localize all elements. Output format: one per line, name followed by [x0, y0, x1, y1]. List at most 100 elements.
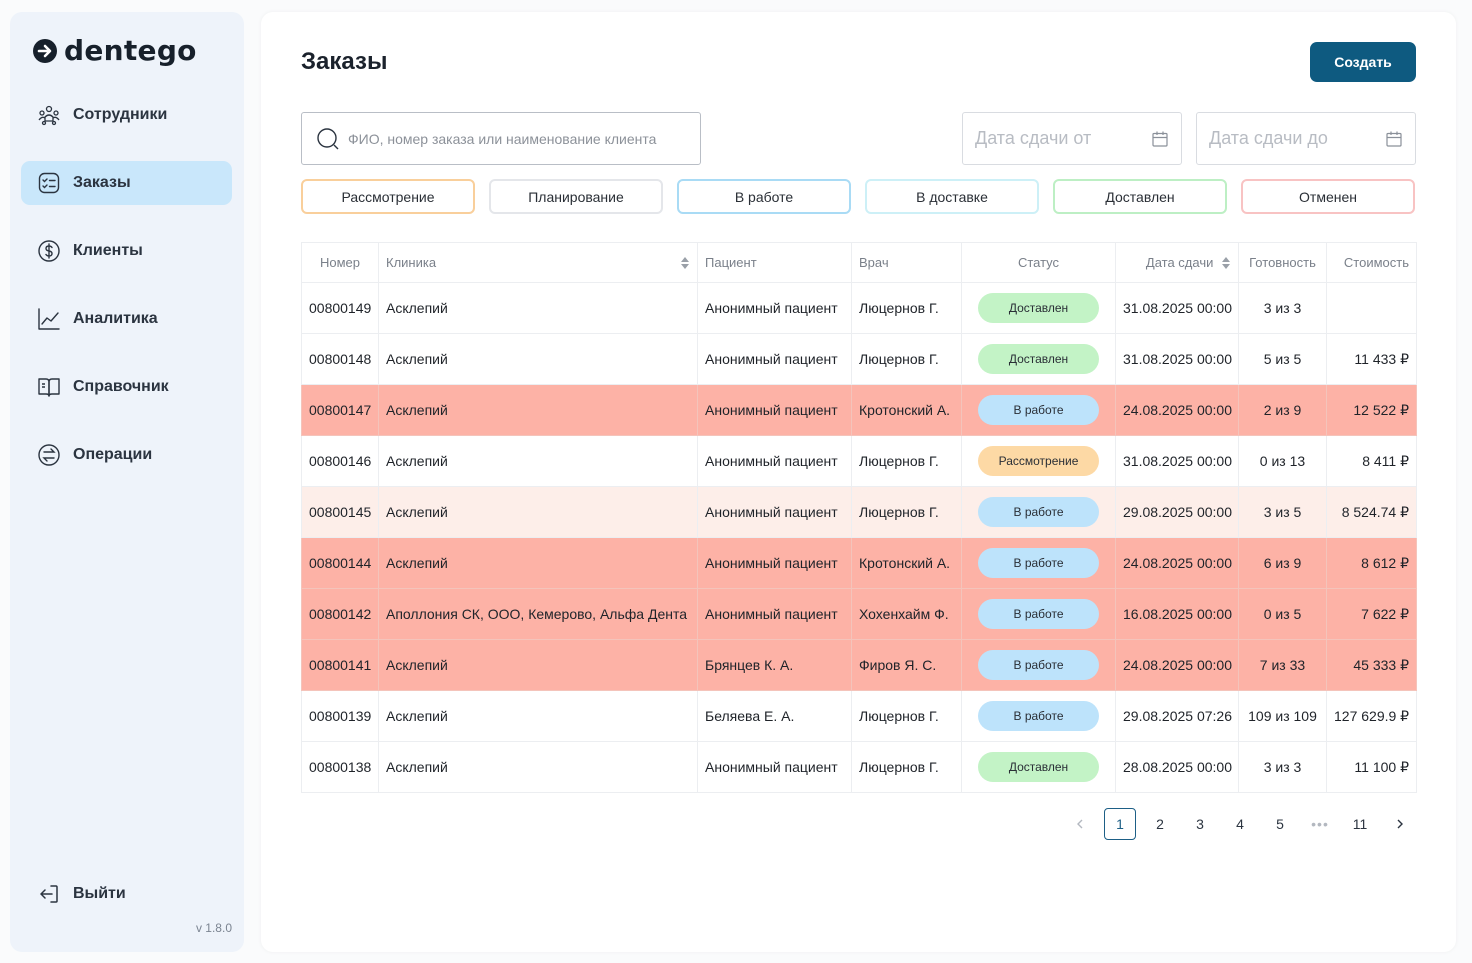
table-row[interactable]: 00800139 Асклепий Беляева Е. А. Люцернов Г.… [301, 690, 1417, 742]
sidebar-item-operations[interactable]: Операции [21, 433, 232, 477]
book-icon [38, 378, 60, 397]
calendar-icon[interactable] [1385, 130, 1403, 148]
status-filter-button[interactable]: В доставке [865, 179, 1039, 214]
column-header-status[interactable]: Статус [961, 242, 1116, 283]
cell-readiness: 6 из 9 [1238, 537, 1327, 589]
status-filter-button[interactable]: В работе [677, 179, 851, 214]
column-header-readiness[interactable]: Готовность [1238, 242, 1327, 283]
sidebar-item-analytics[interactable]: Аналитика [21, 297, 232, 341]
table-row[interactable]: 00800142 Аполлония СК, ООО, Кемерово, Аль… [301, 588, 1417, 640]
table-row[interactable]: 00800138 Асклепий Анонимный пациент Люцерно… [301, 741, 1417, 793]
status-badge: В работе [978, 395, 1099, 425]
cell-doctor: Люцернов Г. [851, 690, 962, 742]
cell-doctor: Хохенхайм Ф. [851, 588, 962, 640]
checklist-icon [38, 172, 60, 194]
cell-patient: Анонимный пациент [697, 384, 852, 436]
status-filter-button[interactable]: Отменен [1241, 179, 1415, 214]
cell-status: Доставлен [961, 282, 1116, 334]
cell-readiness: 0 из 13 [1238, 435, 1327, 487]
cell-number: 00800148 [301, 333, 379, 385]
search-input[interactable] [348, 130, 688, 147]
chevron-left-icon [1077, 819, 1083, 829]
logout-button[interactable]: Выйти [37, 882, 126, 906]
column-header-clinic[interactable]: Клиника [378, 242, 698, 283]
status-filter-button[interactable]: Планирование [489, 179, 663, 214]
cell-status: В работе [961, 384, 1116, 436]
status-filter-button[interactable]: Рассмотрение [301, 179, 475, 214]
cell-status: Доставлен [961, 333, 1116, 385]
cell-doctor: Кротонский А. [851, 384, 962, 436]
cell-readiness: 0 из 5 [1238, 588, 1327, 640]
date-to-field[interactable] [1196, 112, 1416, 165]
table-row[interactable]: 00800141 Асклепий Брянцев К. А. Фиров Я. С.… [301, 639, 1417, 691]
column-header-doctor[interactable]: Врач [851, 242, 962, 283]
cell-cost: 8 612 ₽ [1326, 537, 1417, 589]
table-row[interactable]: 00800146 Асклепий Анонимный пациент Люцерно… [301, 435, 1417, 487]
main-panel: Заказы Создать Рассмотрение Планирование В… [261, 12, 1456, 952]
cell-date: 24.08.2025 00:00 [1115, 639, 1239, 691]
cell-date: 31.08.2025 00:00 [1115, 333, 1239, 385]
sidebar-item-reference[interactable]: Справочник [21, 365, 232, 409]
chart-line-icon [38, 308, 60, 330]
date-from-input[interactable] [975, 128, 1135, 149]
sidebar-item-label: Клиенты [73, 242, 143, 259]
sidebar: dentego Сотрудники Заказы Клиенты Аналитика… [10, 12, 244, 952]
cell-clinic: Асклепий [378, 435, 698, 487]
cell-clinic: Асклепий [378, 384, 698, 436]
sidebar-item-clients[interactable]: Клиенты [21, 229, 232, 273]
table-row[interactable]: 00800149 Асклепий Анонимный пациент Люцерно… [301, 282, 1417, 334]
date-to-input[interactable] [1209, 128, 1369, 149]
pagination-page-button[interactable]: 3 [1196, 816, 1204, 832]
pagination-ellipsis[interactable]: ••• [1311, 816, 1329, 832]
column-header-number[interactable]: Номер [301, 242, 379, 283]
logout-label: Выйти [73, 885, 126, 902]
sidebar-item-orders[interactable]: Заказы [21, 161, 232, 205]
pagination-page-button[interactable]: 1 [1104, 808, 1136, 840]
status-badge: Доставлен [978, 344, 1099, 374]
cell-cost: 8 524.74 ₽ [1326, 486, 1417, 538]
status-filter-button[interactable]: Доставлен [1053, 179, 1227, 214]
status-badge: Доставлен [978, 293, 1099, 323]
cell-date: 29.08.2025 07:26 [1115, 690, 1239, 742]
cell-date: 24.08.2025 00:00 [1115, 537, 1239, 589]
status-badge: В работе [978, 701, 1099, 731]
cell-doctor: Люцернов Г. [851, 282, 962, 334]
page-title: Заказы [301, 48, 388, 75]
cell-readiness: 3 из 5 [1238, 486, 1327, 538]
pagination-page-button[interactable]: 11 [1352, 816, 1368, 832]
column-header-date[interactable]: Дата сдачи [1115, 242, 1239, 283]
cell-clinic: Асклепий [378, 333, 698, 385]
cell-readiness: 3 из 3 [1238, 741, 1327, 793]
cell-readiness: 7 из 33 [1238, 639, 1327, 691]
column-header-patient[interactable]: Пациент [697, 242, 852, 283]
pagination-page-button[interactable]: 2 [1156, 816, 1164, 832]
sort-icon[interactable] [680, 256, 690, 270]
pagination-page-button[interactable]: 4 [1236, 816, 1244, 832]
logo[interactable]: dentego [32, 34, 197, 67]
cell-readiness: 3 из 3 [1238, 282, 1327, 334]
create-button[interactable]: Создать [1310, 42, 1416, 82]
cell-number: 00800139 [301, 690, 379, 742]
pagination-prev-button[interactable] [1064, 808, 1096, 840]
sort-icon[interactable] [1221, 256, 1231, 270]
cell-cost: 45 333 ₽ [1326, 639, 1417, 691]
sidebar-item-label: Справочник [73, 378, 169, 395]
date-from-field[interactable] [962, 112, 1182, 165]
sidebar-item-employees[interactable]: Сотрудники [21, 93, 232, 137]
calendar-icon[interactable] [1151, 130, 1169, 148]
pagination-next-button[interactable] [1384, 808, 1416, 840]
app-version: v 1.8.0 [195, 921, 232, 935]
table-row[interactable]: 00800147 Асклепий Анонимный пациент Кротонс… [301, 384, 1417, 436]
status-badge: В работе [978, 650, 1099, 680]
cell-doctor: Кротонский А. [851, 537, 962, 589]
cell-patient: Беляева Е. А. [697, 690, 852, 742]
column-header-cost[interactable]: Стоимость [1326, 242, 1417, 283]
logo-text: dentego [64, 34, 197, 67]
pagination-page-button[interactable]: 5 [1276, 816, 1284, 832]
cell-date: 28.08.2025 00:00 [1115, 741, 1239, 793]
table-row[interactable]: 00800148 Асклепий Анонимный пациент Люцерно… [301, 333, 1417, 385]
operations-icon [38, 444, 60, 466]
table-row[interactable]: 00800145 Асклепий Анонимный пациент Люцерно… [301, 486, 1417, 538]
table-row[interactable]: 00800144 Асклепий Анонимный пациент Кротонс… [301, 537, 1417, 589]
cell-status: В работе [961, 537, 1116, 589]
